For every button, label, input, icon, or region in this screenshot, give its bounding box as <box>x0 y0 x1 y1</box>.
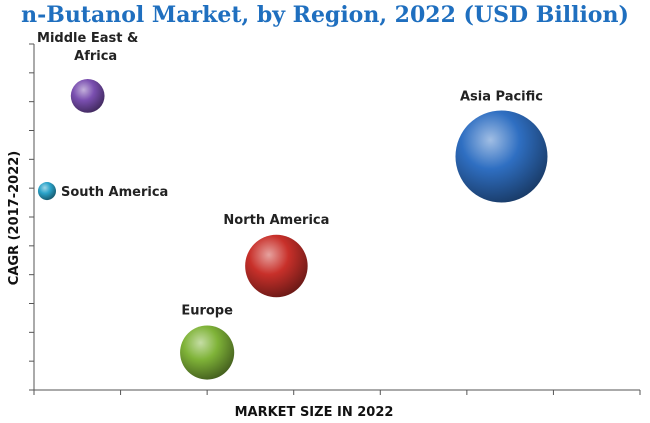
x-axis-label: MARKET SIZE IN 2022 <box>235 405 394 420</box>
bubble-asia-pacific <box>455 110 548 203</box>
bubble-label-line: Middle East & <box>37 31 138 46</box>
bubble-label-line: South America <box>61 185 168 200</box>
bubble-label: South America <box>61 185 168 200</box>
bubble-label: Europe <box>181 304 233 319</box>
bubble-label: North America <box>223 213 329 228</box>
y-axis-label: CAGR (2017-2022) <box>7 151 22 285</box>
bubble-label-line: Europe <box>181 304 233 319</box>
bubble-label: Middle East & Africa <box>37 31 138 64</box>
bubble-europe <box>180 325 235 380</box>
axes <box>29 43 641 395</box>
bubble-label: Asia Pacific <box>460 89 543 104</box>
chart-title: n-Butanol Market, by Region, 2022 (USD B… <box>21 2 629 28</box>
bubble-north-america <box>245 234 308 298</box>
bubble-label-line: Africa <box>74 49 117 64</box>
bubble-labels: Middle East & Africa South America Asia Pac… <box>37 31 543 319</box>
bubbles <box>37 79 548 380</box>
bubble-middle-east-africa <box>70 79 105 113</box>
bubble-label-line: Asia Pacific <box>460 89 543 104</box>
bubble-label-line: North America <box>223 213 329 228</box>
bubble-south-america <box>37 182 57 201</box>
